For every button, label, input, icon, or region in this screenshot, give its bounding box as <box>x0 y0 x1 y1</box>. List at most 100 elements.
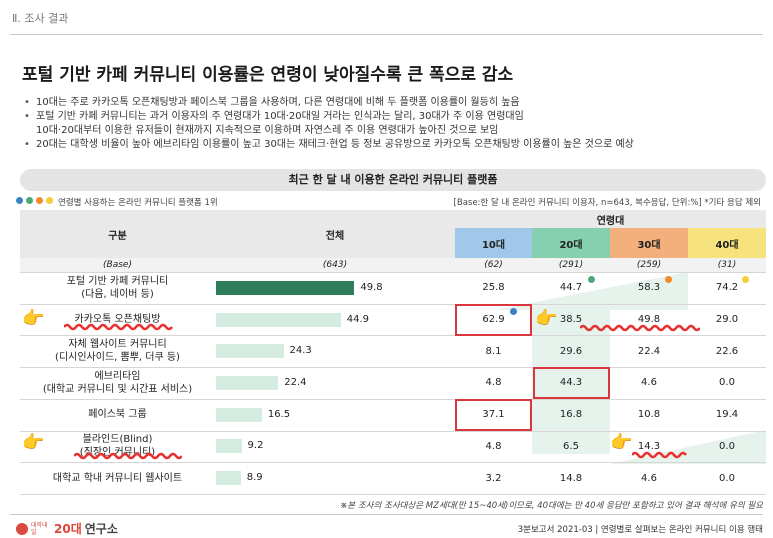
col-header-age-10s: 10대 <box>455 228 532 258</box>
age-value-cell: 16.8 <box>559 409 583 421</box>
pointing-hand-icon: 👉 <box>535 308 558 329</box>
highlight-box-everytime-20s <box>533 367 610 399</box>
table-title: 최근 한 달 내 이용한 온라인 커뮤니티 플랫폼 <box>20 169 766 191</box>
total-value: 16.5 <box>267 408 291 420</box>
highlight-box-kakao-10s <box>455 304 532 336</box>
bottom-divider <box>10 514 763 515</box>
base-total: (643) <box>322 260 348 270</box>
rank-dot-green-icon <box>588 276 595 283</box>
row-divider <box>20 367 766 369</box>
brand-logo: 대학내일 20대 연구소 <box>16 520 118 537</box>
age-value-cell: 58.3 <box>637 282 661 294</box>
logo-rest-text: 연구소 <box>84 522 118 536</box>
row-divider <box>20 462 766 464</box>
underline-blind-value-icon <box>632 451 687 459</box>
underline-kakao-icon <box>64 323 173 331</box>
pointing-hand-icon: 👉 <box>22 308 45 329</box>
base-label: (Base) <box>103 260 132 270</box>
top-divider <box>10 34 763 35</box>
age-value-cell: 0.0 <box>719 377 735 389</box>
row-label-main: 페이스북 그룹 <box>88 409 147 421</box>
age-value-cell: 0.0 <box>719 472 735 484</box>
base-row-bg <box>20 258 766 272</box>
total-bar <box>216 407 262 422</box>
age-value-cell: 38.5 <box>559 314 583 326</box>
col-header-category: 구분 <box>108 230 127 242</box>
total-bar <box>216 344 284 359</box>
table-row-label: 자체 웹사이트 커뮤니티 (디시인사이드, 뽐뿌, 더쿠 등) <box>20 335 215 367</box>
header-bg <box>20 210 455 258</box>
bullet-item: 포털 기반 카페 커뮤니티는 과거 이용자의 주 연령대가 10대·20대일 거… <box>24 110 764 124</box>
table-row-label: 페이스북 그룹 <box>20 399 215 431</box>
bullet-continuation: 10대·20대부터 이용한 유저들이 현재까지 지속적으로 이용하며 자연스레 … <box>36 125 499 136</box>
section-label: Ⅱ. 조사 결과 <box>12 12 69 25</box>
total-bar <box>216 312 341 327</box>
base-age-40s: (31) <box>717 260 737 270</box>
total-value: 9.2 <box>247 440 264 452</box>
age-value-cell: 4.6 <box>641 472 657 484</box>
pointing-hand-icon: 👉 <box>610 432 633 453</box>
row-label-main: 대학교 학내 커뮤니티 웹사이트 <box>52 472 183 484</box>
logo-small-text: 대학내일 <box>31 521 48 536</box>
row-label-main: 포털 기반 카페 커뮤니티 <box>66 275 169 287</box>
summary-bullets: 10대는 주로 카카오톡 오픈채팅방과 페이스북 그룹을 사용하며, 다른 연령… <box>24 96 764 152</box>
logo-mark-icon <box>16 522 28 535</box>
row-divider <box>20 272 766 273</box>
highlight-box-facebook-10s <box>455 399 532 431</box>
age-value-cell: 8.1 <box>485 345 502 357</box>
age-value-cell: 22.4 <box>637 345 661 357</box>
table-row-label: 블라인드(Blind) (직장인 커뮤니티) <box>20 431 215 463</box>
age-value-cell: 14.3 <box>637 440 661 452</box>
row-label-main: 에브리타임 <box>94 370 141 382</box>
age-value-cell: 44.3 <box>559 377 583 389</box>
legend-dot-green-icon <box>26 197 33 204</box>
col-header-age-30s: 30대 <box>610 228 688 258</box>
age-value-cell: 49.8 <box>637 314 661 326</box>
legend-dot-yellow-icon <box>46 197 53 204</box>
table-row-label: 에브리타임 (대학교 커뮤니티 및 시간표 서비스) <box>20 367 215 399</box>
age-value-cell: 29.6 <box>559 345 583 357</box>
table-row-label: 카카오톡 오픈채팅방 <box>20 304 215 336</box>
bullet-item: 10대는 주로 카카오톡 오픈채팅방과 페이스북 그룹을 사용하며, 다른 연령… <box>24 96 764 110</box>
total-value: 22.4 <box>284 376 307 388</box>
platform-table: 구분 전체 연령대 10대 20대 30대 40대 (Base) (643) (… <box>20 210 766 495</box>
total-value: 49.8 <box>360 281 383 293</box>
age-value-cell: 4.6 <box>641 377 657 389</box>
col-header-age-20s: 20대 <box>532 228 610 258</box>
bullet-item: 20대는 대학생 비율이 높아 에브리타임 이용률이 높고 30대는 재테크·현… <box>24 138 764 152</box>
row-label-main: 블라인드(Blind) <box>82 434 153 446</box>
underline-blind-icon <box>74 452 182 460</box>
total-bar <box>216 471 241 486</box>
row-divider <box>20 430 766 432</box>
age-value-cell: 62.9 <box>482 314 505 326</box>
age-value-cell: 6.5 <box>563 440 579 452</box>
age-value-cell: 22.6 <box>715 345 739 357</box>
age-value-cell: 0.0 <box>719 440 735 452</box>
age-value-cell: 3.2 <box>485 472 502 484</box>
shade-accents <box>495 272 766 464</box>
col-header-age-group: 연령대 <box>596 215 625 227</box>
rank-dot-orange-icon <box>665 276 672 283</box>
age-value-cell: 44.7 <box>559 282 583 294</box>
table-row-label: 포털 기반 카페 커뮤니티 (다음, 네이버 등) <box>20 272 215 304</box>
legend-dots <box>16 197 53 204</box>
shade-accent-top <box>495 272 688 310</box>
age-value-cell: 14.8 <box>559 472 583 484</box>
row-divider <box>20 398 766 400</box>
total-bar <box>216 375 279 390</box>
rank-dot-yellow-icon <box>742 276 749 283</box>
base-note: [Base:한 달 내 온라인 커뮤니티 이용자, n=643, 복수응답, 단… <box>453 198 761 208</box>
total-value: 8.9 <box>246 472 263 484</box>
row-divider <box>20 303 766 305</box>
legend-dot-blue-icon <box>16 197 23 204</box>
base-age-30s: (259) <box>636 260 662 270</box>
base-age-10s: (62) <box>484 260 503 270</box>
logo-brand-text: 20대 <box>54 522 82 536</box>
total-value: 24.3 <box>289 345 312 357</box>
row-label-sub: (대학교 커뮤니티 및 시간표 서비스) <box>42 383 193 395</box>
table-row-label: 대학교 학내 커뮤니티 웹사이트 <box>20 462 215 494</box>
row-divider <box>20 335 766 337</box>
col-header-total: 전체 <box>325 230 345 242</box>
age-value-cell: 29.0 <box>715 314 739 326</box>
age-value-cell: 25.8 <box>482 282 505 294</box>
